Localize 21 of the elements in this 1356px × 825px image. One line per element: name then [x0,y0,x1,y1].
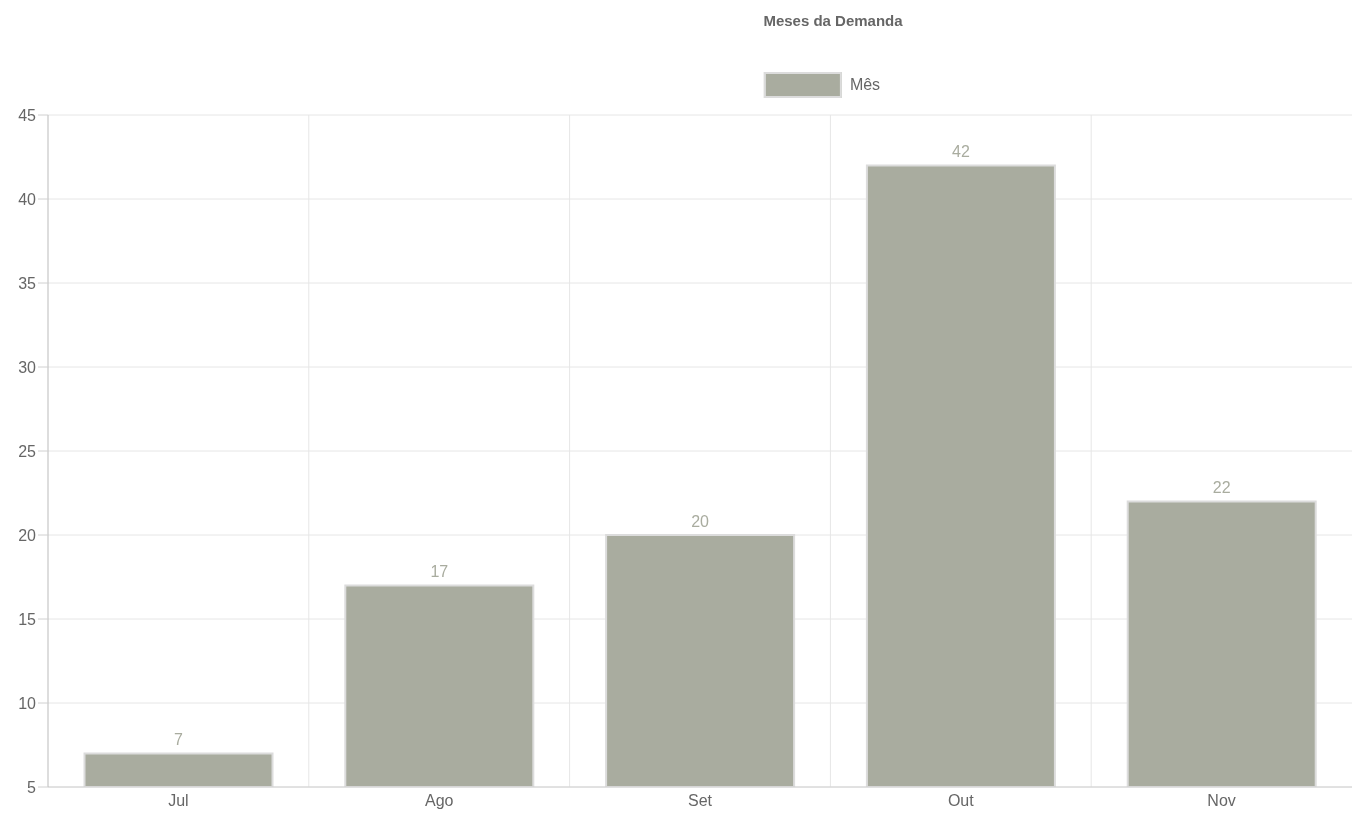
data-label: 20 [691,513,710,530]
legend-label: Mês [849,76,881,94]
x-tick-label: Ago [424,792,454,810]
chart-title: Meses da Demanda [763,12,903,29]
y-tick-label: 30 [18,358,37,376]
y-tick-label: 5 [27,778,37,796]
x-tick-label: Out [947,792,975,810]
data-label: 17 [430,563,449,581]
y-tick-label: 10 [18,694,37,712]
data-label: 42 [952,143,970,161]
data-label: 22 [1212,479,1231,497]
y-tick-label: 45 [18,106,37,124]
y-tick-label: 40 [18,190,37,208]
y-tick-label: 35 [18,274,37,292]
data-label: 7 [174,731,184,749]
x-tick-label: Jul [168,792,189,810]
y-tick-label: 20 [18,526,37,544]
y-tick-label: 15 [18,610,37,628]
y-tick-label: 25 [18,442,37,460]
x-tick-label: Nov [1207,792,1236,810]
x-tick-label: Set [687,792,713,810]
